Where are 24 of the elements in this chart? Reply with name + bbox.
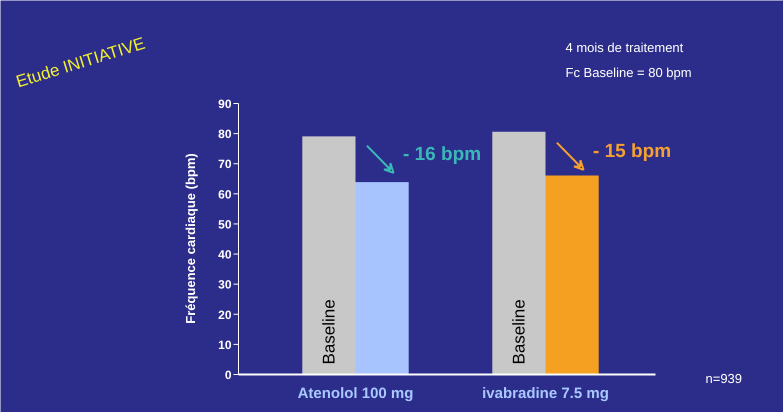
y-tick-label: 60 [218,187,232,202]
text: 4 mois de traitement [566,40,684,55]
y-tick-label: 40 [218,248,232,262]
y-tick-label: 0 [224,368,232,382]
bar [302,136,356,374]
y-axis-title: Fréquence cardiaque (bpm) [183,153,198,324]
bar [356,182,409,374]
y-tick-label: 90 [218,97,232,111]
bar [546,175,599,374]
y-tick-label: 80 [218,127,232,142]
text: Fc Baseline = 80 bpm [566,65,692,80]
annotation: - 16 bpm [403,144,482,166]
series-label: Baseline [319,299,338,364]
y-tick-label: 10 [218,338,232,352]
text: n=939 [706,371,742,386]
y-tick-label: 50 [218,217,232,232]
annotation: - 15 bpm [593,141,672,162]
y-tick-label: 70 [218,157,232,172]
y-tick-label: 30 [218,278,232,292]
text: Baseline [509,299,528,364]
bar [492,132,546,374]
y-tick-label: 20 [218,308,232,322]
x-tick-label: ivabradine 7.5 mg [482,385,609,402]
x-tick-label: Atenolol 100 mg [298,385,414,402]
